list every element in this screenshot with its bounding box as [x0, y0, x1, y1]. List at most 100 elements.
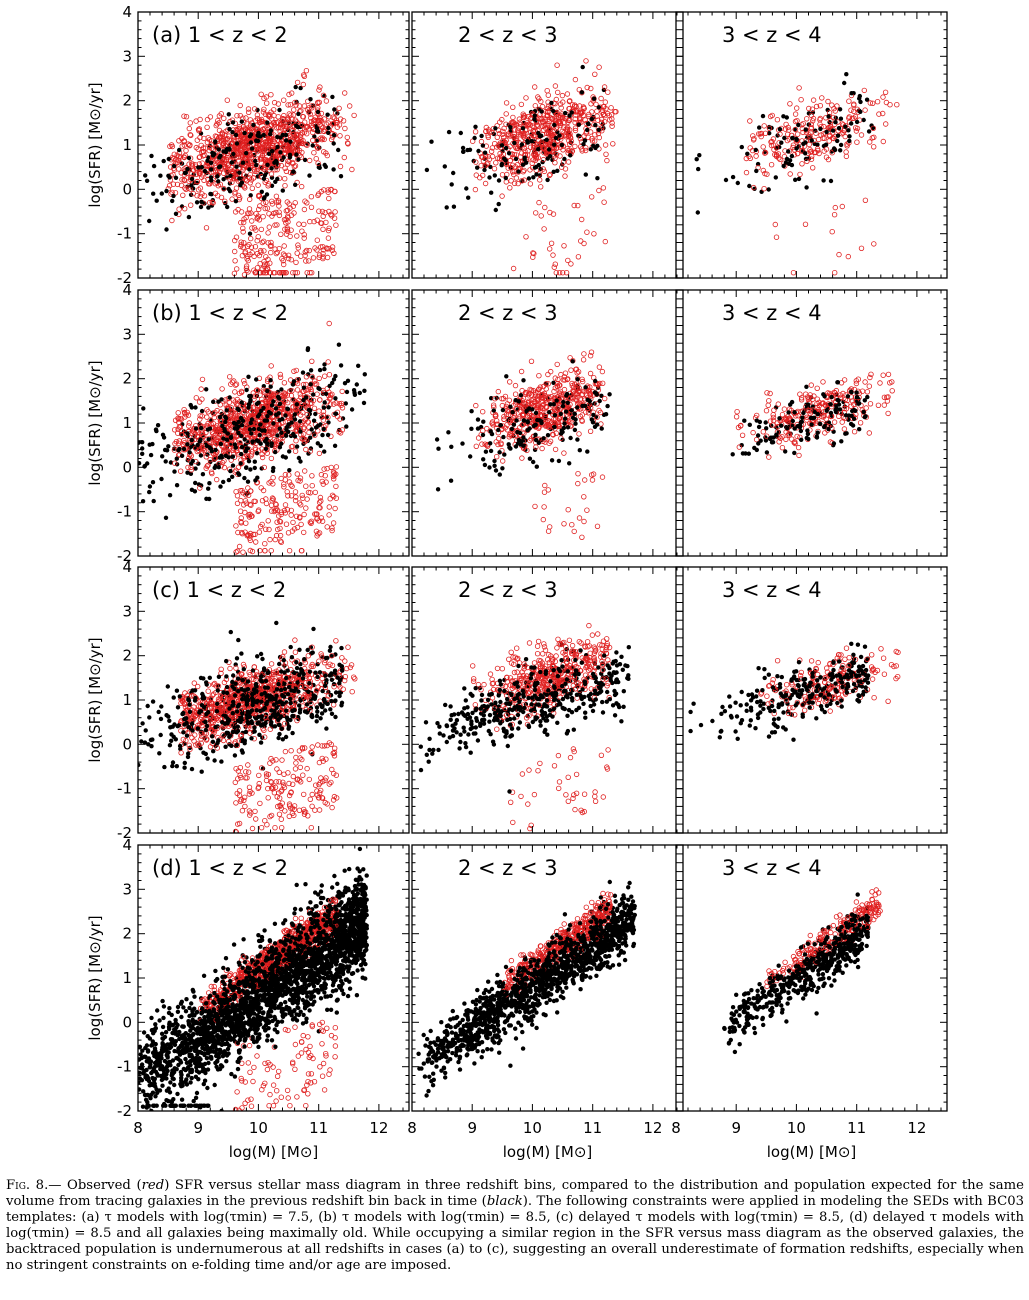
observed-point: [254, 168, 260, 174]
backtraced-point: [481, 457, 486, 462]
observed-point: [256, 529, 263, 535]
observed-point: [527, 437, 533, 444]
backtraced-point: [461, 149, 466, 154]
observed-point: [265, 183, 271, 189]
observed-point: [182, 185, 188, 191]
observed-point: [188, 132, 194, 139]
observed-point: [531, 250, 537, 257]
observed-point: [592, 71, 598, 77]
observed-point: [298, 502, 304, 508]
observed-point: [328, 136, 335, 143]
backtraced-point: [223, 419, 228, 425]
backtraced-point: [305, 347, 310, 353]
observed-point: [243, 135, 250, 141]
backtraced-point: [775, 133, 780, 138]
backtraced-point: [824, 129, 829, 135]
backtraced-point: [576, 122, 581, 127]
observed-point: [292, 270, 298, 276]
observed-point: [238, 219, 244, 226]
backtraced-point: [228, 468, 233, 474]
observed-point: [602, 112, 608, 119]
observed-point: [177, 160, 183, 166]
backtraced-point: [314, 126, 320, 131]
observed-point: [245, 492, 252, 498]
observed-point: [273, 250, 279, 257]
observed-point: [179, 143, 185, 149]
observed-point: [221, 115, 227, 122]
observed-point: [273, 502, 279, 508]
backtraced-point: [255, 107, 260, 113]
observed-point: [582, 477, 588, 483]
observed-point: [564, 91, 571, 97]
backtraced-point: [545, 433, 551, 438]
observed-point: [255, 234, 261, 240]
observed-point: [517, 425, 523, 431]
observed-point: [196, 154, 202, 161]
observed-point: [301, 426, 307, 432]
observed-point: [261, 238, 267, 244]
observed-point: [580, 109, 586, 115]
observed-point: [324, 254, 331, 261]
backtraced-point: [823, 142, 829, 147]
backtraced-point: [323, 164, 328, 169]
backtraced-point: [248, 193, 253, 198]
backtraced-point: [151, 191, 156, 196]
observed-point: [871, 241, 877, 247]
backtraced-point: [760, 113, 766, 119]
observed-point: [581, 494, 587, 500]
backtraced-point: [599, 393, 604, 398]
observed-point: [233, 126, 240, 133]
observed-point: [609, 123, 615, 129]
backtraced-point: [173, 211, 179, 216]
observed-point: [252, 168, 258, 174]
observed-point: [535, 386, 542, 393]
observed-point: [762, 149, 769, 156]
observed-point: [285, 493, 291, 499]
observed-point: [196, 170, 203, 176]
observed-point: [813, 130, 819, 136]
observed-point: [310, 137, 316, 144]
backtraced-point: [854, 119, 860, 125]
observed-point: [186, 142, 193, 149]
backtraced-point: [271, 399, 276, 404]
backtraced-point: [172, 469, 177, 474]
backtraced-point: [322, 362, 327, 367]
observed-point: [276, 203, 282, 209]
observed-point: [293, 102, 299, 108]
observed-point: [260, 109, 267, 115]
backtraced-point: [227, 126, 232, 132]
observed-point: [285, 158, 291, 164]
observed-point: [216, 120, 222, 126]
observed-point: [485, 160, 491, 166]
observed-point: [567, 134, 573, 140]
observed-point: [330, 114, 336, 120]
observed-point: [544, 112, 551, 119]
backtraced-point: [186, 155, 192, 161]
backtraced-point: [198, 131, 204, 136]
backtraced-point: [265, 414, 270, 419]
observed-point: [197, 116, 203, 123]
observed-point: [323, 98, 330, 104]
observed-point: [262, 205, 268, 212]
observed-point: [326, 195, 332, 202]
observed-point: [197, 413, 203, 419]
observed-point: [587, 370, 594, 377]
observed-point: [519, 387, 525, 394]
observed-point: [781, 153, 788, 160]
backtraced-point: [161, 158, 166, 164]
observed-point: [511, 180, 518, 187]
observed-point: [543, 386, 549, 392]
backtraced-point: [607, 392, 612, 397]
observed-point: [596, 134, 602, 141]
backtraced-point: [236, 424, 241, 429]
backtraced-point: [208, 445, 213, 451]
observed-point: [494, 454, 500, 460]
observed-point: [264, 422, 271, 428]
backtraced-point: [206, 486, 211, 491]
observed-point: [571, 202, 577, 209]
observed-point: [312, 489, 318, 496]
backtraced-point: [268, 411, 273, 416]
observed-point: [292, 489, 299, 495]
observed-point: [245, 485, 251, 491]
observed-point: [589, 136, 595, 142]
